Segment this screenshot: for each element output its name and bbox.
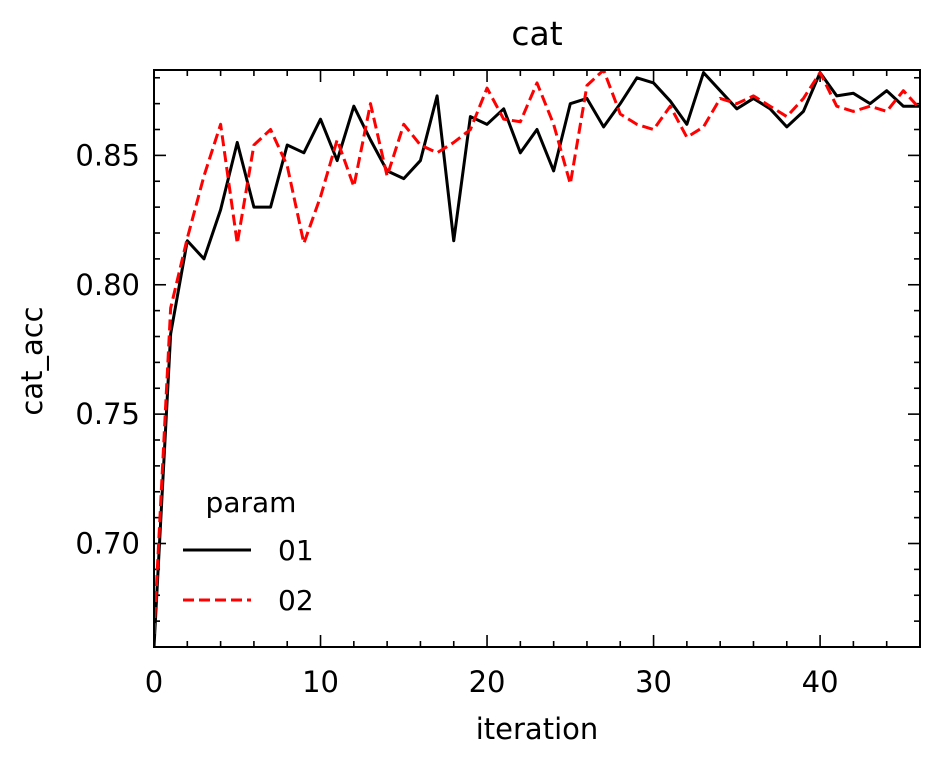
y-tick-label: 0.80 <box>75 268 140 302</box>
series-line-02 <box>154 70 920 635</box>
legend-title: param <box>206 486 297 519</box>
legend-label: 02 <box>278 584 314 617</box>
x-tick-label: 0 <box>145 665 163 699</box>
plot-frame <box>153 69 921 648</box>
y-tick-label: 0.75 <box>75 397 140 431</box>
x-tick-label: 40 <box>802 665 839 699</box>
y-axis-label: cat_acc <box>15 306 49 415</box>
y-tick-label: 0.70 <box>75 527 140 561</box>
x-tick-label: 30 <box>635 665 672 699</box>
series-line-01 <box>154 71 920 647</box>
legend: param 01 02 <box>183 486 314 617</box>
series-layer <box>154 70 920 647</box>
legend-label: 01 <box>278 534 314 567</box>
x-tick-label: 20 <box>469 665 506 699</box>
axis-ticks: 0 10 20 30 400.700.750.800.85 <box>75 70 921 699</box>
x-tick-label: 10 <box>302 665 339 699</box>
chart-title: cat <box>511 14 562 53</box>
y-tick-label: 0.85 <box>75 138 140 172</box>
x-axis-label: iteration <box>476 712 599 746</box>
